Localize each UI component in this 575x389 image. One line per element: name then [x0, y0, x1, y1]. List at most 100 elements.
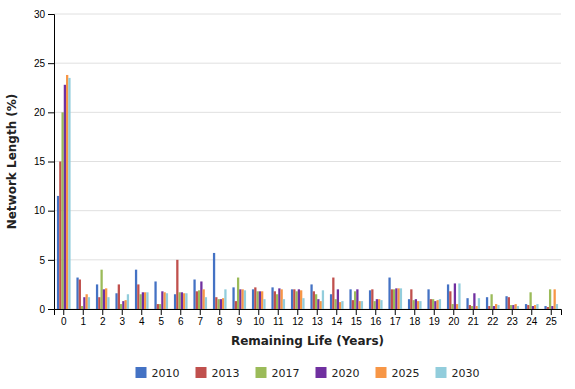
x-tick-label: 0	[61, 316, 67, 327]
y-tick: 25	[34, 58, 54, 69]
x-tick-label: 13	[312, 316, 324, 327]
x-tick: 21	[468, 309, 480, 327]
bar	[291, 289, 293, 309]
bar	[276, 294, 278, 309]
bar	[473, 293, 475, 309]
x-tick-mark	[356, 309, 357, 315]
bar	[83, 297, 85, 309]
legend-label: 2020	[332, 367, 360, 380]
bar	[120, 304, 122, 309]
x-tick-mark	[492, 309, 493, 315]
bar	[144, 292, 146, 309]
x-tick: 24	[526, 309, 538, 327]
x-tick: 22	[487, 309, 499, 327]
x-tick: 14	[331, 309, 343, 327]
bar	[417, 301, 419, 309]
x-tick: 25	[546, 309, 558, 327]
legend-swatch	[196, 367, 207, 378]
bar	[181, 292, 183, 309]
bar	[415, 299, 417, 309]
bar	[313, 291, 315, 309]
x-tick-label: 3	[119, 316, 125, 327]
bar	[337, 289, 339, 309]
bar-series	[59, 162, 549, 310]
y-tick-label: 15	[34, 156, 46, 167]
x-tick-mark	[336, 309, 337, 315]
y-tick-label: 25	[34, 58, 46, 69]
bar	[200, 281, 202, 309]
bar-series	[61, 112, 551, 309]
legend-item: 2013	[196, 367, 240, 380]
x-tick: 18	[409, 309, 421, 327]
legend-swatch	[316, 367, 327, 378]
bar	[154, 281, 156, 309]
bar	[59, 162, 61, 310]
bar	[224, 289, 226, 309]
bar	[161, 291, 163, 309]
bar	[412, 300, 414, 309]
bar	[178, 292, 180, 309]
x-tick-mark	[219, 309, 220, 315]
bar	[469, 305, 471, 309]
bar	[259, 291, 261, 309]
bar	[256, 291, 258, 309]
bar	[512, 305, 514, 309]
x-tick: 3	[119, 309, 125, 327]
bar	[203, 289, 205, 309]
bar	[281, 289, 283, 309]
bar	[456, 304, 458, 309]
bar	[408, 299, 410, 309]
bar	[254, 287, 256, 309]
y-tick: 10	[34, 205, 54, 216]
bar	[432, 299, 434, 309]
bar	[508, 297, 510, 309]
grid-line	[54, 63, 561, 64]
bar	[410, 289, 412, 309]
x-tick-mark	[453, 309, 454, 315]
x-tick-mark	[395, 309, 396, 315]
bar	[220, 299, 222, 309]
bar	[235, 301, 237, 309]
bar	[369, 290, 371, 309]
bar	[378, 299, 380, 309]
x-tick: 11	[273, 309, 284, 327]
legend-label: 2025	[392, 367, 420, 380]
bar	[64, 85, 66, 309]
legend-item: 2025	[376, 367, 420, 380]
x-tick-label: 2	[100, 316, 106, 327]
bar	[76, 278, 78, 309]
x-tick: 12	[292, 309, 304, 327]
bar	[320, 301, 322, 309]
x-tick: 19	[429, 309, 441, 327]
bar	[198, 290, 200, 309]
x-tick: 2	[100, 309, 106, 327]
legend-label: 2030	[452, 367, 480, 380]
bar	[66, 75, 68, 309]
x-axis: 0123456789101112131415161718192021222324…	[55, 309, 562, 327]
y-tick-mark	[48, 112, 54, 113]
legend: 201020132017202020252030	[136, 367, 480, 380]
bar	[100, 270, 102, 309]
bar-series	[66, 75, 556, 309]
bar	[395, 288, 397, 309]
y-tick-mark	[48, 14, 54, 15]
x-tick-label: 21	[468, 316, 480, 327]
legend-item: 2020	[316, 367, 360, 380]
y-tick-label: 30	[34, 9, 46, 20]
bar	[176, 260, 178, 309]
bar	[427, 289, 429, 309]
x-tick-label: 17	[390, 316, 402, 327]
bar	[61, 112, 63, 309]
y-axis-line	[48, 15, 55, 310]
bar	[239, 289, 241, 309]
bar	[373, 301, 375, 309]
legend-label: 2013	[212, 367, 240, 380]
x-tick-label: 10	[253, 316, 265, 327]
bar	[293, 289, 295, 309]
x-tick-mark	[317, 309, 318, 315]
x-tick-mark	[239, 309, 240, 315]
x-tick-mark	[278, 309, 279, 315]
x-tick-mark	[102, 309, 103, 315]
legend-swatch	[436, 367, 447, 378]
bar	[159, 304, 161, 309]
